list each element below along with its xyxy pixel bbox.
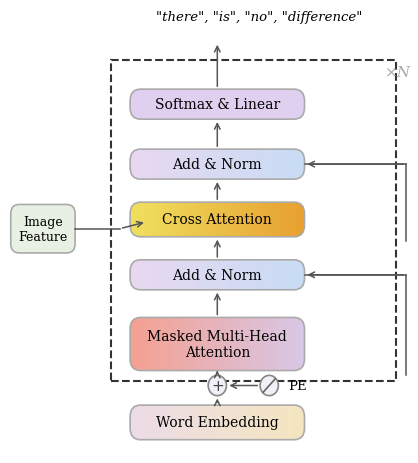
Text: ×N: ×N	[385, 66, 411, 80]
FancyBboxPatch shape	[130, 90, 304, 120]
Text: Masked Multi-Head
Attention: Masked Multi-Head Attention	[148, 329, 287, 359]
Bar	[112, 61, 396, 381]
FancyBboxPatch shape	[130, 150, 304, 180]
FancyBboxPatch shape	[130, 405, 304, 440]
Text: "there", "is", "no", "difference": "there", "is", "no", "difference"	[155, 11, 362, 24]
FancyBboxPatch shape	[11, 205, 75, 253]
Circle shape	[260, 375, 278, 396]
Text: Image
Feature: Image Feature	[18, 215, 68, 243]
FancyBboxPatch shape	[130, 260, 304, 290]
Text: Add & Norm: Add & Norm	[173, 158, 262, 172]
FancyBboxPatch shape	[130, 318, 304, 371]
Text: +: +	[211, 378, 224, 393]
Circle shape	[208, 375, 227, 396]
Text: Cross Attention: Cross Attention	[163, 213, 272, 227]
Text: PE: PE	[289, 379, 307, 392]
FancyBboxPatch shape	[130, 203, 304, 237]
Text: Softmax & Linear: Softmax & Linear	[155, 98, 280, 112]
Text: Add & Norm: Add & Norm	[173, 268, 262, 282]
Text: Word Embedding: Word Embedding	[156, 415, 279, 430]
